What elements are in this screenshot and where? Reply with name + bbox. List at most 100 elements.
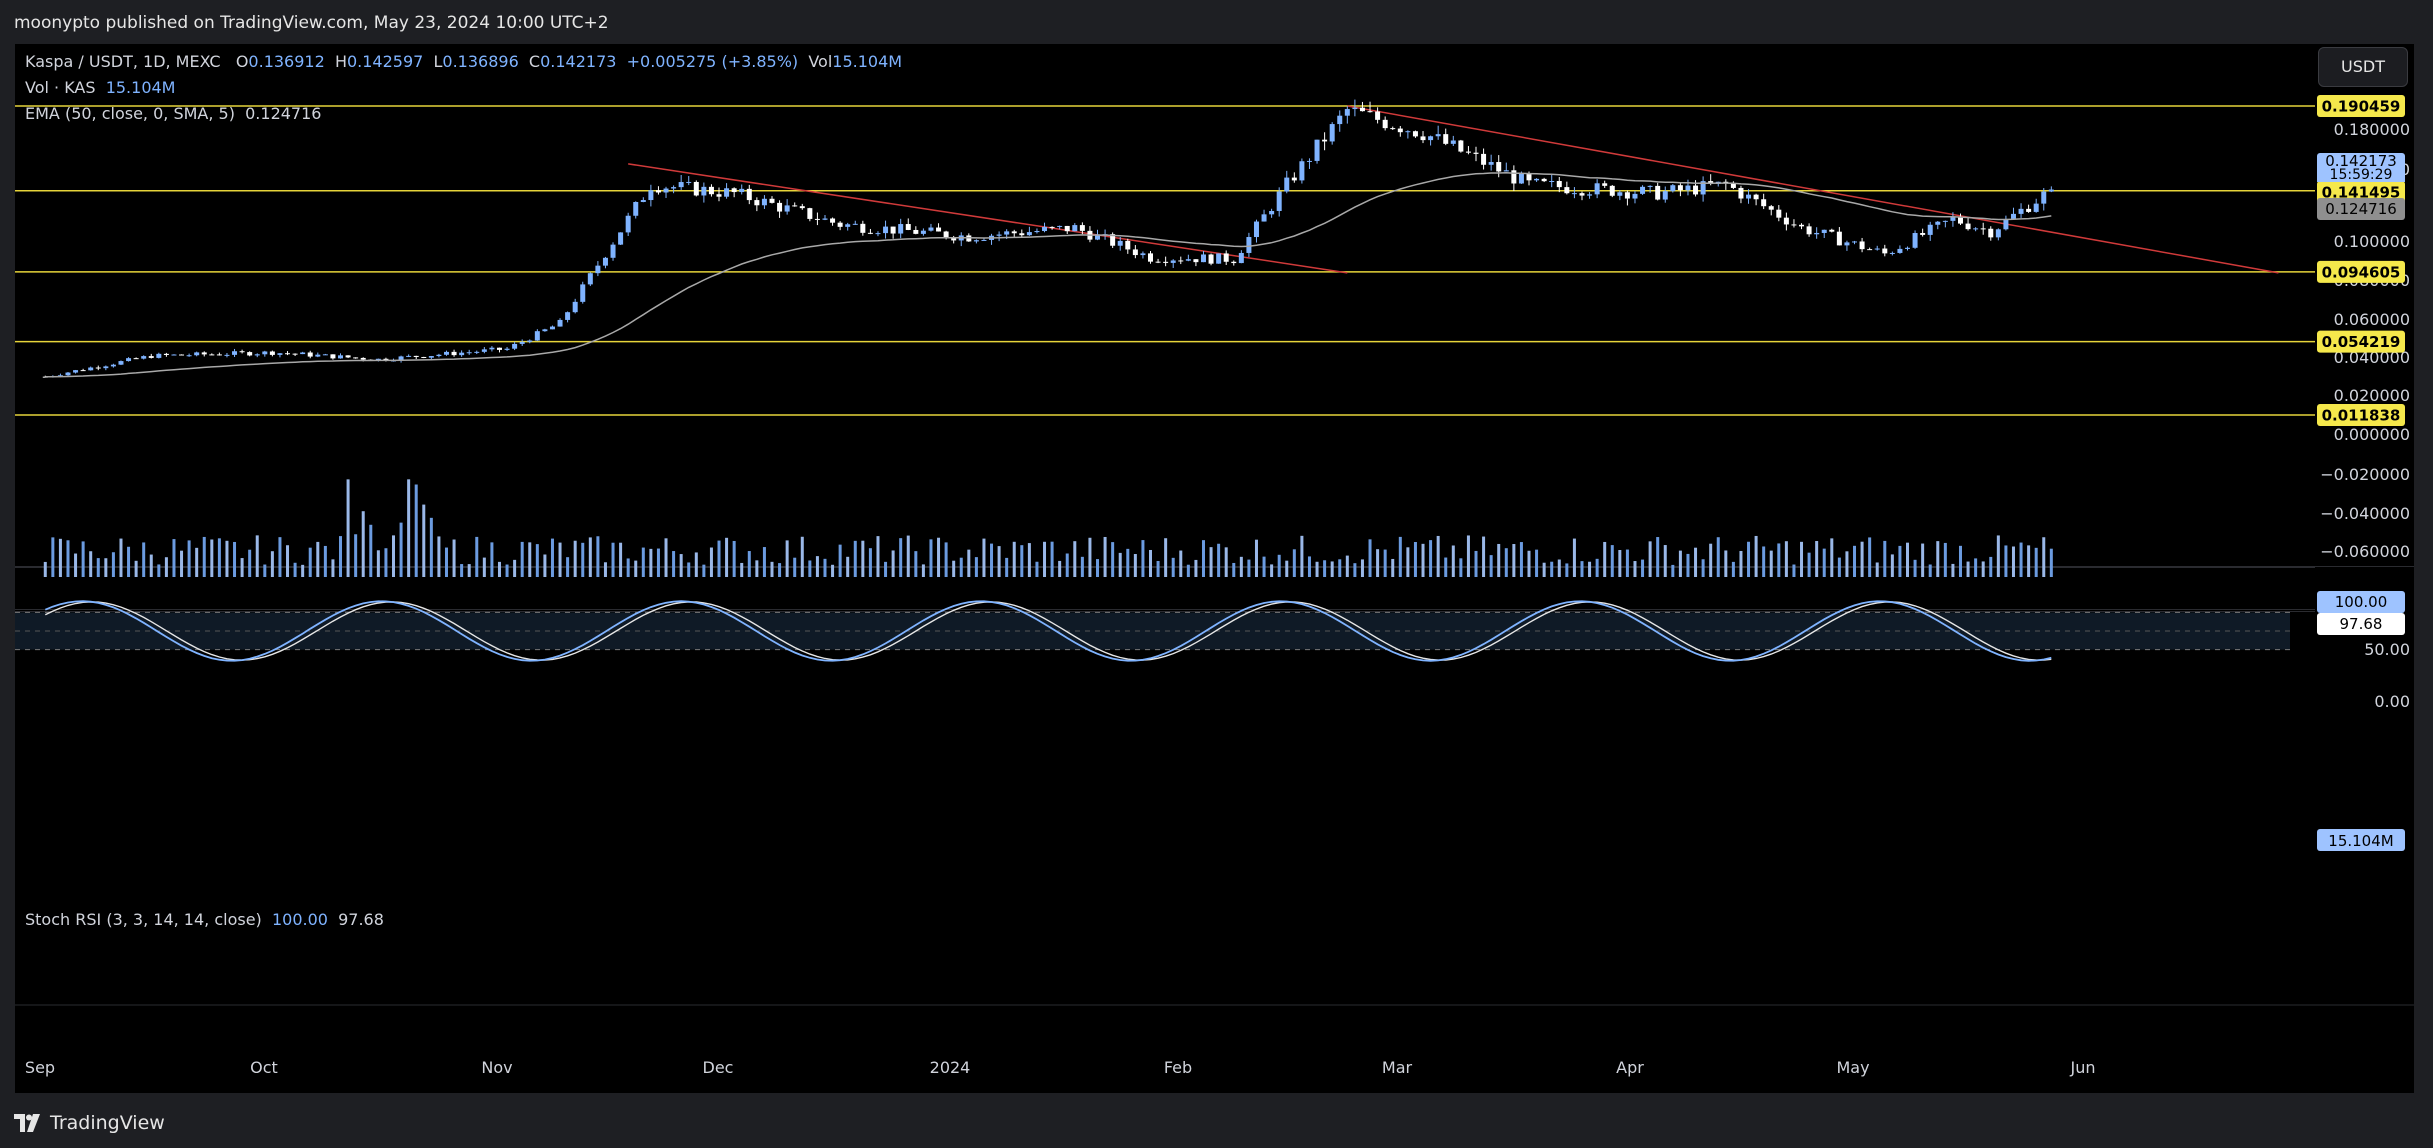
stoch-k-tag: 100.00 [2335, 593, 2388, 611]
volume-bar [611, 542, 615, 577]
candle-down [708, 186, 714, 195]
candle-up [1852, 241, 1858, 243]
volume-bar [1201, 540, 1205, 577]
volume-bar [891, 550, 895, 577]
volume-bar [1542, 562, 1546, 577]
volume-bar [1958, 545, 1962, 577]
volume-bar [490, 542, 494, 577]
candle-up [512, 343, 518, 349]
volume-bar [944, 542, 948, 577]
candle-up [686, 181, 692, 183]
time-axis-label: Sep [25, 1058, 55, 1077]
volume-bar [1716, 537, 1720, 577]
candle-down [1125, 240, 1131, 250]
volume-bar [1254, 539, 1258, 577]
volume-bar [1126, 548, 1130, 577]
volume-bar [1951, 563, 1955, 577]
volume-bar [1058, 560, 1062, 577]
candle-down [353, 357, 359, 359]
volume-bar [1406, 547, 1410, 577]
candle-down [1730, 183, 1736, 188]
volume-bar [740, 562, 744, 577]
volume-bar [346, 479, 350, 577]
candle-down [269, 351, 275, 355]
volume-bar [1103, 536, 1107, 577]
candle-up [1518, 173, 1524, 184]
candle-down [905, 224, 911, 230]
volume-bar [497, 561, 501, 577]
time-axis-label: Jun [2070, 1058, 2096, 1077]
level-price-tag: 0.190459 [2322, 98, 2401, 116]
volume-bar [180, 550, 184, 577]
change-value: +0.005275 (+3.85%) [626, 52, 799, 71]
candle-up [459, 352, 465, 356]
volume-bar [573, 540, 577, 577]
candle-up [126, 358, 132, 362]
volume-bar [1224, 547, 1228, 577]
volume-bar [619, 542, 623, 577]
candle-down [1155, 261, 1161, 263]
candle-up [587, 273, 593, 285]
candle-up [2018, 208, 2024, 214]
volume-bar [1413, 542, 1417, 577]
volume-bar [1436, 535, 1440, 577]
candle-up [1814, 232, 1820, 235]
candle-down [209, 354, 215, 356]
chart-area[interactable]: 0.1800000.1600000.1000000.0800000.060000… [15, 44, 2414, 1093]
volume-bar [444, 547, 448, 577]
price-tick-label: 0.020000 [2334, 386, 2410, 405]
candle-up [406, 355, 412, 357]
currency-button[interactable]: USDT [2318, 47, 2408, 87]
volume-bar [1020, 545, 1024, 577]
candle-down [1420, 136, 1426, 141]
candle-up [1140, 253, 1146, 256]
volume-bar [1535, 549, 1539, 577]
candle-down [1859, 241, 1865, 250]
candle-up [338, 355, 344, 359]
candle-up [2003, 218, 2009, 230]
candle-up [489, 347, 495, 350]
candle-up [1549, 181, 1555, 183]
candle-up [1594, 183, 1600, 195]
candle-up [633, 202, 639, 216]
candle-down [1390, 128, 1396, 130]
volume-bar [535, 544, 539, 577]
volume-bar [815, 556, 819, 577]
volume-bar [1625, 549, 1629, 577]
volume-bar [899, 538, 903, 577]
volume-bar [1610, 545, 1614, 577]
candle-down [1768, 206, 1774, 210]
volume-bar [1111, 542, 1115, 577]
candle-down [1223, 253, 1229, 262]
candle-up [1269, 210, 1275, 215]
candle-up [1034, 231, 1040, 233]
volume-bar [1519, 542, 1523, 577]
candle-up [981, 239, 987, 241]
stoch-rsi-legend[interactable]: Stoch RSI (3, 3, 14, 14, close) 100.00 9… [25, 910, 384, 929]
symbol-label[interactable]: Kaspa / USDT, 1D, MEXC [25, 52, 221, 71]
candle-down [913, 229, 919, 234]
candle-down [1481, 153, 1487, 165]
tradingview-footer[interactable]: TradingView [14, 1108, 165, 1138]
volume-legend[interactable]: Vol · KAS 15.104M [25, 78, 176, 97]
volume-bar [1307, 556, 1311, 577]
price-tick-label: −0.040000 [2320, 504, 2410, 523]
time-axis-label: Apr [1616, 1058, 1644, 1077]
candle-up [1632, 193, 1638, 199]
candle-up [398, 356, 404, 361]
volume-bar [838, 544, 842, 577]
candle-up [110, 364, 116, 367]
candle-down [1609, 185, 1615, 196]
volume-bar [755, 560, 759, 577]
candle-up [1450, 140, 1456, 144]
volume-bar [1694, 547, 1698, 577]
candle-down [285, 353, 291, 355]
volume-bar [1981, 561, 1985, 577]
volume-bar [974, 557, 978, 577]
volume-tag: 15.104M [2328, 832, 2393, 850]
volume-bar [369, 524, 373, 577]
ema-legend[interactable]: EMA (50, close, 0, SMA, 5) 0.124716 [25, 104, 322, 123]
candle-up [618, 232, 624, 245]
price-chart-svg[interactable]: 0.1800000.1600000.1000000.0800000.060000… [15, 44, 2414, 1093]
volume-bar [884, 561, 888, 577]
